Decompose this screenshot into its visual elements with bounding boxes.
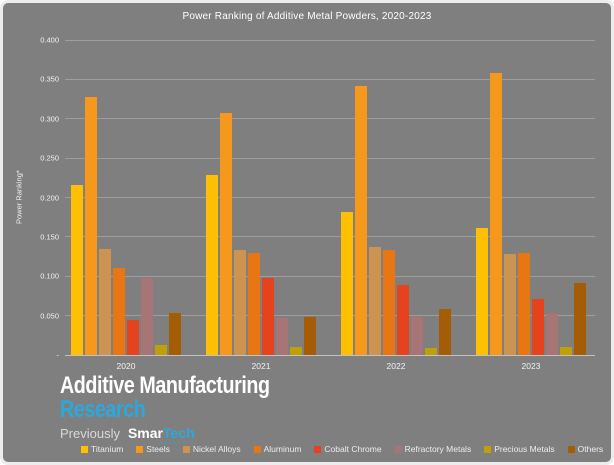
legend-item-precious-metals: Precious Metals: [484, 444, 555, 454]
y-tick-label-0.050: 0.050: [40, 311, 59, 321]
chart-title: Power Ranking of Additive Metal Powders,…: [182, 11, 432, 22]
y-tick-label--: -: [56, 350, 60, 360]
bar-group-2023: [476, 40, 586, 355]
bar-aluminum-2021: [248, 252, 260, 355]
brand-previously-label: Previously: [60, 426, 120, 441]
legend-label: Nickel Alloys: [192, 444, 241, 454]
legend-item-others: Others: [567, 444, 604, 454]
bar-precious-metals-2023: [560, 347, 572, 355]
bar-titanium-2020: [71, 184, 83, 355]
bar-refractory-metals-2022: [411, 317, 423, 355]
legend-swatch-icon: [182, 445, 190, 453]
bar-group-2020: [71, 40, 181, 355]
y-tick-label-0.300: 0.300: [40, 114, 59, 124]
bar-group-2021: [206, 40, 316, 355]
bar-aluminum-2023: [518, 252, 530, 355]
bar-others-2020: [169, 312, 181, 355]
smartech-logo-cyan-part: Tech: [163, 425, 195, 441]
bar-titanium-2022: [341, 211, 353, 355]
bar-cobalt-chrome-2020: [127, 320, 139, 355]
legend-item-steels: Steels: [136, 444, 170, 454]
legend-swatch-icon: [136, 445, 144, 453]
gridline-0.150: [65, 236, 595, 238]
legend-swatch-icon: [484, 445, 492, 453]
legend-item-titanium: Titanium: [81, 444, 123, 454]
bar-steels-2020: [85, 96, 97, 355]
bar-nickel-alloys-2023: [504, 254, 516, 355]
legend-item-cobalt-chrome: Cobalt Chrome: [314, 444, 382, 454]
bar-steels-2021: [220, 113, 232, 355]
legend-label: Steels: [146, 444, 170, 454]
brand-logo-line2: Research: [60, 396, 146, 423]
bar-refractory-metals-2021: [276, 318, 288, 355]
gridline-0.200: [65, 197, 595, 198]
bar-others-2023: [574, 283, 586, 355]
bar-nickel-alloys-2022: [369, 247, 381, 355]
gridline-0.050: [65, 315, 595, 317]
y-tick-label-0.150: 0.150: [40, 232, 59, 242]
bar-refractory-metals-2023: [546, 313, 558, 355]
bar-steels-2023: [490, 73, 502, 355]
legend-swatch-icon: [394, 445, 402, 453]
legend-swatch-icon: [314, 445, 322, 453]
gridline-0.400: [65, 39, 595, 41]
bar-precious-metals-2021: [290, 347, 302, 355]
legend-label: Titanium: [91, 444, 124, 454]
x-axis-label-2021: 2021: [251, 361, 271, 371]
gridline-0.250: [65, 157, 595, 159]
gridline-0.100: [65, 275, 595, 277]
bar-aluminum-2020: [113, 267, 125, 355]
bar-cobalt-chrome-2022: [397, 284, 409, 355]
plot-area: 0.400 0.350 0.300 0.250 0.200 0.150 0.100 0.050…: [40, 36, 595, 371]
legend-item-aluminum: Aluminum: [253, 444, 302, 454]
bar-precious-metals-2020: [155, 344, 167, 355]
y-tick-label-0.100: 0.100: [40, 271, 59, 281]
legend-item-nickel-alloys: Nickel Alloys: [182, 444, 241, 454]
bar-nickel-alloys-2020: [99, 248, 111, 355]
bar-titanium-2021: [206, 174, 218, 355]
legend-swatch-icon: [567, 445, 575, 453]
legend-label: Others: [577, 444, 604, 454]
y-tick-label-0.400: 0.400: [40, 35, 59, 45]
bar-steels-2022: [355, 85, 367, 355]
brand-logo: Additive Manufacturing Research Previous…: [60, 374, 316, 445]
x-axis-label-2020: 2020: [116, 361, 136, 371]
smartech-logo-white-part: Smar: [127, 425, 163, 441]
brand-logo-previously-row: Previously SmarTech ANALYSIS: [60, 426, 316, 445]
y-tick-label-0.250: 0.250: [40, 153, 59, 163]
y-tick-label-0.200: 0.200: [40, 193, 59, 202]
bar-nickel-alloys-2021: [234, 249, 246, 355]
legend-swatch-icon: [81, 445, 88, 453]
bar-cobalt-chrome-2023: [532, 299, 544, 355]
y-tick-label-0.350: 0.350: [40, 74, 59, 84]
brand-logo-line1: Additive Manufacturing: [60, 372, 270, 399]
legend-item-refractory-metals: Refractory Metals: [394, 444, 472, 454]
smartech-logo-analysis-label: ANALYSIS: [159, 440, 195, 445]
gridline--: [65, 354, 595, 356]
legend-swatch-icon: [253, 445, 261, 453]
x-axis-label-2023: 2023: [521, 361, 541, 371]
chart-legend: Titanium Steels Nickel Alloys Aluminum Cobal…: [81, 444, 603, 454]
legend-label: Refractory Metals: [404, 444, 472, 454]
gridline-0.300: [65, 118, 595, 120]
legend-label: Aluminum: [263, 444, 302, 454]
bar-others-2022: [439, 308, 451, 355]
gridline-0.350: [65, 78, 595, 80]
smartech-logo: SmarTech ANALYSIS: [128, 426, 195, 445]
bar-cobalt-chrome-2021: [262, 277, 274, 355]
legend-label: Cobalt Chrome: [324, 444, 382, 454]
bar-group-2022: [341, 40, 451, 355]
x-axis-label-2022: 2022: [386, 361, 406, 371]
bar-refractory-metals-2020: [141, 277, 153, 355]
bar-others-2021: [304, 317, 316, 355]
bar-titanium-2023: [476, 228, 488, 355]
bar-precious-metals-2022: [425, 347, 437, 355]
bar-aluminum-2022: [383, 250, 395, 355]
legend-label: Precious Metals: [494, 444, 555, 454]
